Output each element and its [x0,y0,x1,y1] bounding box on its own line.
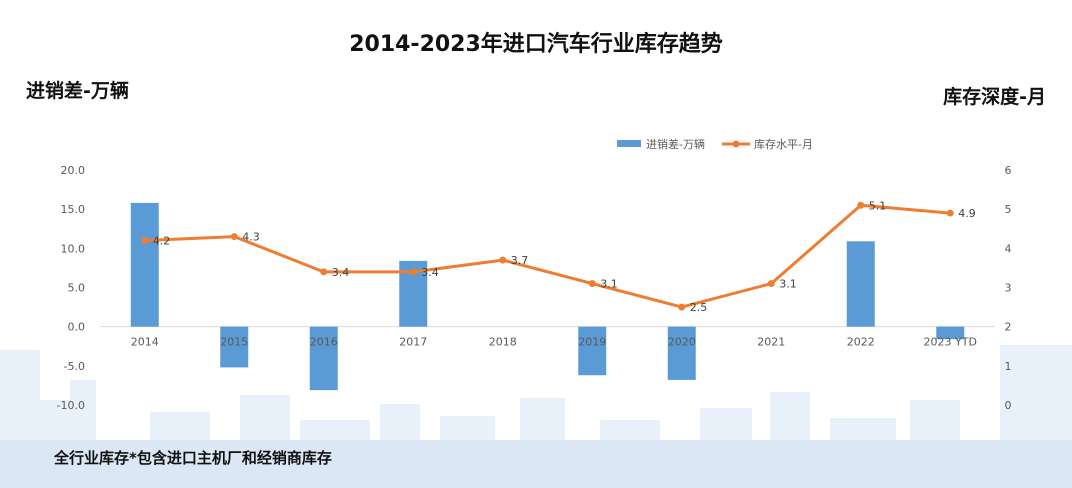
data-label: 3.4 [421,266,439,279]
x-axis-tick-label: 2022 [847,336,875,349]
legend-swatch-bar [617,140,641,147]
inventory-point [320,268,328,276]
right-axis-tick-label: 2 [1005,321,1012,334]
x-axis-tick-label: 2019 [578,336,606,349]
inventory-point [499,256,507,264]
x-axis-tick-label: 2023 YTD [924,336,977,349]
data-label: 3.1 [600,278,618,291]
data-label: 5.1 [869,199,887,212]
bar-2014 [130,202,159,327]
left-axis-tick-label: 20.0 [61,164,86,177]
inventory-line [144,203,951,309]
left-axis-tick-label: 5.0 [68,282,86,295]
right-axis-title: 库存深度-月 [943,86,1046,108]
x-axis-tick-label: 2014 [131,336,159,349]
bar-2022 [846,241,875,327]
right-axis-tick-label: 1 [1005,360,1012,373]
inventory-point [141,237,149,244]
left-axis-title: 进销差-万辆 [26,80,129,102]
x-axis-tick-label: 2016 [310,336,338,349]
x-axis-tick-label: 2017 [399,336,427,349]
inventory-point [409,268,417,276]
data-label: 4.3 [242,231,260,244]
right-axis-tick-label: 0 [1005,399,1012,412]
footnote: 全行业库存*包含进口主机厂和经销商库存 [54,449,332,467]
legend-label: 库存水平-月 [754,137,813,151]
right-axis-tick-label: 5 [1005,203,1012,216]
x-axis-tick-label: 2020 [668,336,696,349]
left-axis-tick-label: -10.0 [57,399,85,412]
x-axis-tick-label: 2015 [220,336,248,349]
inventory-point [857,201,865,209]
data-label: 3.1 [779,278,797,291]
data-label: 2.5 [690,301,708,314]
inventory-point [678,303,686,311]
left-axis-tick-label: 10.0 [61,242,86,255]
x-axis-tick-label: 2018 [489,336,517,349]
legend-label: 进销差-万辆 [646,137,705,151]
right-axis-tick-label: 4 [1005,242,1012,255]
data-label: 3.4 [332,266,350,279]
left-axis-tick-label: 15.0 [61,203,86,216]
inventory-point [588,280,596,288]
bar-2019 [578,326,607,376]
bar-2023-ytd [936,326,965,340]
data-label: 4.2 [153,235,171,248]
inventory-point [946,209,954,217]
left-axis-tick-label: 0.0 [68,321,86,334]
x-axis-tick-label: 2021 [757,336,785,349]
bar-2016 [309,326,338,391]
left-axis-tick-label: -5.0 [64,360,85,373]
data-label: 4.9 [958,207,976,220]
bar-2015 [220,326,249,368]
data-label: 3.7 [511,254,529,267]
right-axis-tick-label: 3 [1005,282,1012,295]
bar-2020 [667,326,696,380]
inventory-point [767,280,775,288]
chart-title: 2014-2023年进口汽车行业库存趋势 [349,32,723,57]
inventory-point [230,233,238,241]
right-axis-tick-label: 6 [1005,164,1012,177]
legend-swatch-marker [732,140,740,148]
